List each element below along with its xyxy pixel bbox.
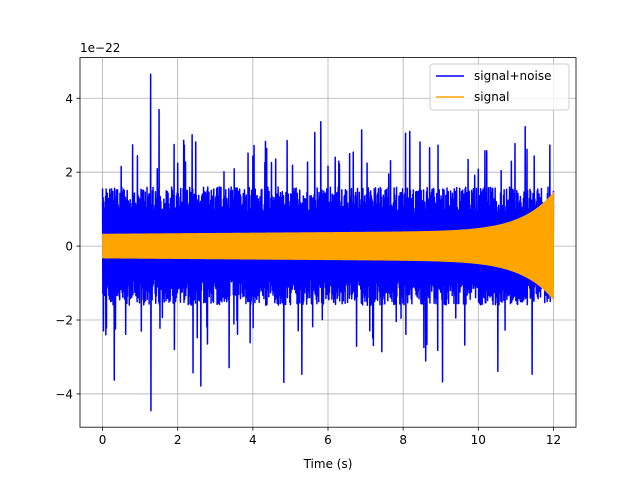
y-scale-label: 1e−22 [80, 41, 120, 55]
x-tick-label: 6 [324, 433, 332, 447]
series-signal-noise-line [101, 73, 555, 412]
y-tick-label: −2 [55, 314, 73, 328]
x-tick-label: 2 [174, 433, 182, 447]
y-tick-label: 4 [65, 92, 73, 106]
x-axis-label: Time (s) [303, 457, 353, 471]
legend-label-signal-noise: signal+noise [474, 69, 551, 83]
x-tick-label: 12 [546, 433, 561, 447]
series-signal-line [102, 191, 554, 301]
x-tick-label: 10 [471, 433, 486, 447]
x-tick-label: 0 [99, 433, 107, 447]
x-tick-label: 8 [399, 433, 407, 447]
y-tick-label: −4 [55, 387, 73, 401]
y-tick-label: 0 [65, 240, 73, 254]
legend: signal+noise signal [429, 63, 570, 111]
legend-box [429, 63, 570, 111]
x-tick-label: 4 [249, 433, 257, 447]
series-layer [101, 73, 555, 412]
ticks: 0 2 4 6 8 10 12 −4 −2 0 2 4 [55, 92, 561, 447]
legend-label-signal: signal [474, 90, 510, 104]
y-tick-label: 2 [65, 166, 73, 180]
